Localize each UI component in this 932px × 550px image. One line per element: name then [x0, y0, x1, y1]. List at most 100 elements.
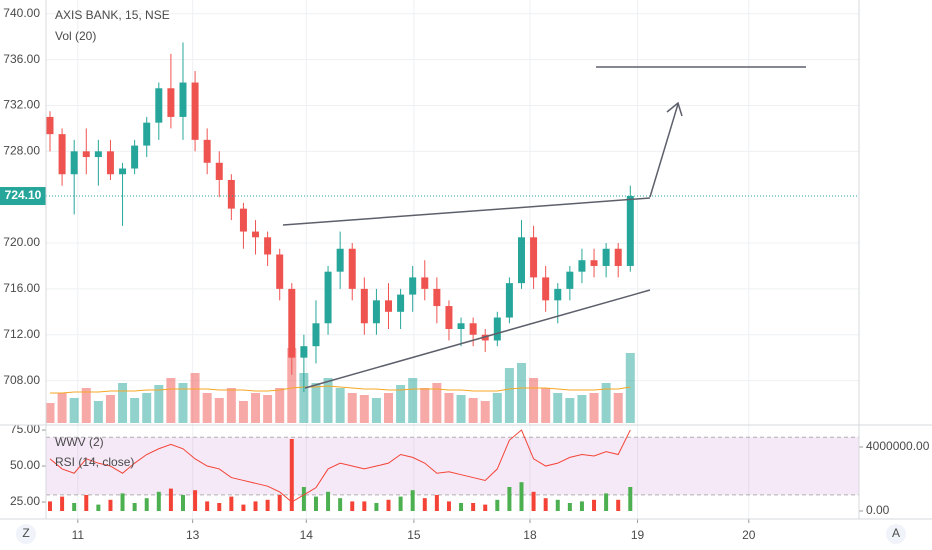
wwv-bar: [180, 495, 185, 511]
volume-bar: [371, 398, 381, 423]
candle-body: [445, 306, 453, 329]
wwv-bar: [120, 493, 125, 511]
zoom-button[interactable]: [16, 524, 36, 544]
volume-bar: [541, 388, 551, 423]
wwv-bar: [205, 501, 210, 511]
volume-bar: [613, 393, 623, 423]
volume-bar: [118, 383, 128, 423]
volume-bar: [323, 378, 333, 423]
candle-body: [566, 271, 574, 289]
candle-body: [203, 139, 211, 163]
wwv-bar: [422, 498, 427, 511]
wwv-label: WWV (2): [55, 435, 104, 449]
volume-bar: [45, 403, 55, 423]
volume-bar: [275, 388, 285, 423]
wwv-bar: [229, 496, 234, 511]
wwv-bar: [410, 490, 415, 511]
y2-tick-label: 0.00: [866, 503, 890, 517]
candle-body: [191, 82, 199, 140]
candle-body: [385, 300, 393, 312]
wwv-bar: [519, 482, 524, 511]
x-tick-label: 19: [631, 528, 645, 542]
x-tick-label: 13: [186, 528, 200, 542]
volume-bar: [553, 393, 563, 423]
candle-body: [131, 145, 139, 169]
y-tick-label: 708.00: [3, 373, 40, 387]
wwv-bar: [72, 503, 77, 511]
wwv-bar: [289, 439, 294, 511]
volume-bar: [93, 401, 103, 423]
volume-bar: [408, 378, 418, 423]
volume-bar: [154, 385, 164, 423]
volume-bar: [565, 398, 575, 423]
y-tick-label: 732.00: [3, 98, 40, 112]
trendline: [282, 197, 651, 226]
wwv-bar: [48, 501, 52, 511]
candle-body: [143, 122, 151, 146]
volume-bar: [516, 363, 526, 423]
candle-body: [167, 88, 175, 117]
rsi-label: RSI (14, close): [55, 455, 134, 469]
y-tick-label: 716.00: [3, 281, 40, 295]
y-tick-label: 720.00: [3, 235, 40, 249]
volume-bar: [214, 398, 224, 423]
wwv-bar: [579, 501, 584, 511]
volume-bar: [202, 393, 212, 423]
wwv-bar: [253, 501, 258, 511]
volume-bar: [529, 378, 539, 423]
candle-body: [554, 288, 562, 301]
x-tick-label: 20: [742, 528, 756, 542]
candle-body: [239, 208, 247, 232]
candle-body: [336, 248, 344, 272]
wwv-bar: [495, 499, 500, 511]
candle-body: [505, 283, 513, 318]
volume-bar: [251, 393, 261, 423]
wwv-bar: [193, 490, 198, 511]
candle-body: [578, 260, 586, 272]
wwv-bar: [60, 496, 65, 511]
wwv-bar: [374, 503, 379, 511]
auto-button[interactable]: [886, 524, 906, 544]
volume-bar: [492, 393, 502, 423]
wwv-bar: [265, 499, 270, 511]
wwv-bar: [592, 499, 597, 511]
volume-bar: [396, 385, 406, 423]
volume-bar: [444, 393, 454, 423]
wwv-bar: [567, 503, 572, 511]
wwv-bar: [616, 499, 621, 511]
candle-body: [457, 323, 465, 329]
candle-body: [82, 151, 90, 158]
y-tick-label: 712.00: [3, 327, 40, 341]
x-tick-label: 18: [523, 528, 537, 542]
x-tick-label: 14: [300, 528, 314, 542]
candle-body: [300, 346, 308, 358]
candle-body: [312, 323, 320, 347]
candle-body: [433, 288, 441, 307]
volume-bar: [420, 388, 430, 423]
candle-body: [626, 196, 634, 266]
x-tick-label: 15: [407, 528, 421, 542]
volume-bar: [504, 368, 514, 423]
candle-body: [614, 248, 622, 266]
candle-body: [602, 248, 610, 266]
volume-bar: [166, 378, 176, 423]
volume-bar: [238, 401, 248, 423]
volume-bar: [69, 398, 79, 423]
auto-button-label[interactable]: A: [892, 526, 900, 540]
candle-body: [227, 179, 235, 209]
wwv-bar: [628, 487, 633, 511]
wwv-bar: [168, 488, 173, 511]
volume-bar: [480, 401, 490, 423]
wwv-bar: [132, 503, 137, 511]
volume-bar: [226, 388, 236, 423]
y-tick-label: 75.00: [10, 422, 40, 436]
volume-bar: [359, 395, 369, 423]
candle-body: [530, 237, 538, 278]
volume-bar: [287, 348, 297, 423]
volume-bar: [335, 388, 345, 423]
zoom-button-label[interactable]: Z: [22, 526, 29, 540]
volume-bar: [263, 395, 273, 423]
candle-body: [517, 237, 525, 284]
x-tick-label: 11: [72, 528, 85, 542]
